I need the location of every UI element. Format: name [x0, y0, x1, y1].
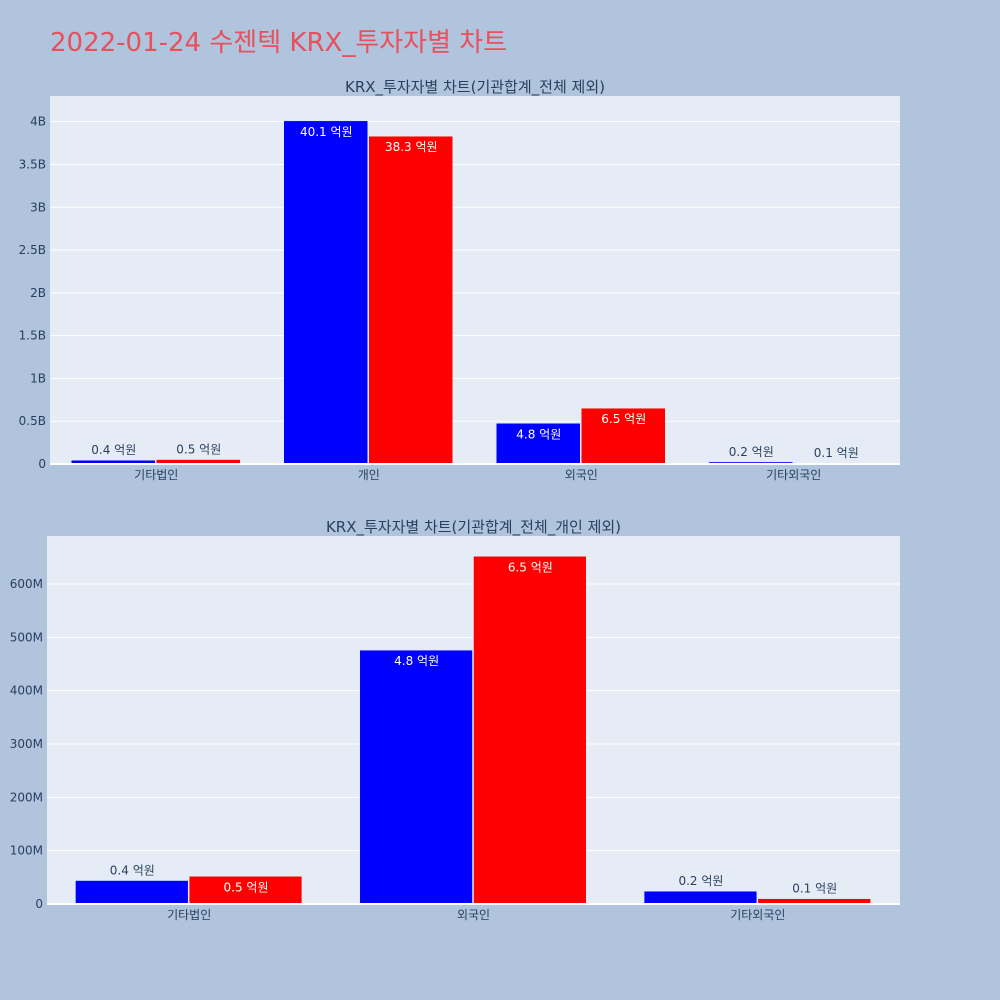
bar-data-label: 0.5 억원	[224, 880, 269, 894]
x-tick-label: 외국인	[457, 908, 490, 922]
bar-data-label: 0.1 억원	[792, 882, 837, 896]
y-tick-label: 2.5B	[19, 243, 46, 257]
y-tick-label: 1B	[30, 371, 46, 385]
bar	[75, 880, 189, 905]
bar	[581, 407, 666, 465]
bar-data-label: 4.8 억원	[394, 654, 439, 668]
y-tick-label: 200M	[10, 790, 43, 804]
bar-data-label: 0.4 억원	[110, 864, 155, 878]
bar	[283, 120, 368, 465]
y-tick-label: 300M	[10, 737, 43, 751]
chart-investor-excluding-institutions: KRX_투자자별 차트(기관합계_전체 제외) 0 0.5B 1B 1.5B 2B 2.5B…	[19, 78, 900, 482]
page-title: 2022-01-24 수젠텍 KRX_투자자별 차트	[50, 28, 508, 58]
bar-data-label: 6.5 억원	[508, 560, 553, 574]
y-tick-label: 0.5B	[19, 414, 46, 428]
x-tick-label: 기타법인	[167, 908, 211, 922]
bar-data-label: 0.2 억원	[729, 445, 774, 459]
y-tick-label: 4B	[30, 115, 46, 129]
bar-data-label: 0.2 억원	[678, 874, 723, 888]
bar	[473, 556, 587, 905]
y-tick-label: 600M	[10, 577, 43, 591]
x-tick-label: 기타법인	[134, 468, 178, 482]
x-tick-label: 외국인	[565, 468, 598, 482]
y-tick-label: 100M	[10, 844, 43, 858]
bar-data-label: 4.8 억원	[516, 427, 561, 441]
y-tick-label: 3.5B	[19, 157, 46, 171]
x-tick-label: 개인	[358, 468, 380, 482]
chart-title: KRX_투자자별 차트(기관합계_전체 제외)	[345, 78, 605, 97]
bar	[368, 135, 453, 465]
bar-data-label: 0.5 억원	[176, 443, 221, 457]
bar-data-label: 40.1 억원	[300, 125, 353, 139]
x-tick-label: 기타외국인	[730, 908, 785, 922]
bar-data-label: 0.4 억원	[91, 443, 136, 457]
y-tick-label: 1.5B	[19, 329, 46, 343]
bar	[188, 876, 303, 905]
bar	[643, 890, 758, 905]
x-tick-label: 기타외국인	[766, 468, 821, 482]
y-tick-label: 3B	[30, 200, 46, 214]
y-tick-label: 0	[38, 457, 46, 471]
y-tick-label: 500M	[10, 630, 43, 644]
chart-investor-excluding-institutions-and-individuals: KRX_투자자별 차트(기관합계_전체_개인 제외) 0 100M 200M 300M 4…	[10, 518, 900, 922]
plot-area	[50, 96, 900, 464]
bar-data-label: 0.1 억원	[814, 446, 859, 460]
y-tick-label: 400M	[10, 684, 43, 698]
bar	[359, 649, 473, 905]
y-tick-label: 0	[35, 897, 43, 911]
bar-data-label: 6.5 억원	[601, 412, 646, 426]
bar-data-label: 38.3 억원	[385, 140, 438, 154]
chart-title: KRX_투자자별 차트(기관합계_전체_개인 제외)	[326, 518, 621, 537]
y-tick-label: 2B	[30, 286, 46, 300]
